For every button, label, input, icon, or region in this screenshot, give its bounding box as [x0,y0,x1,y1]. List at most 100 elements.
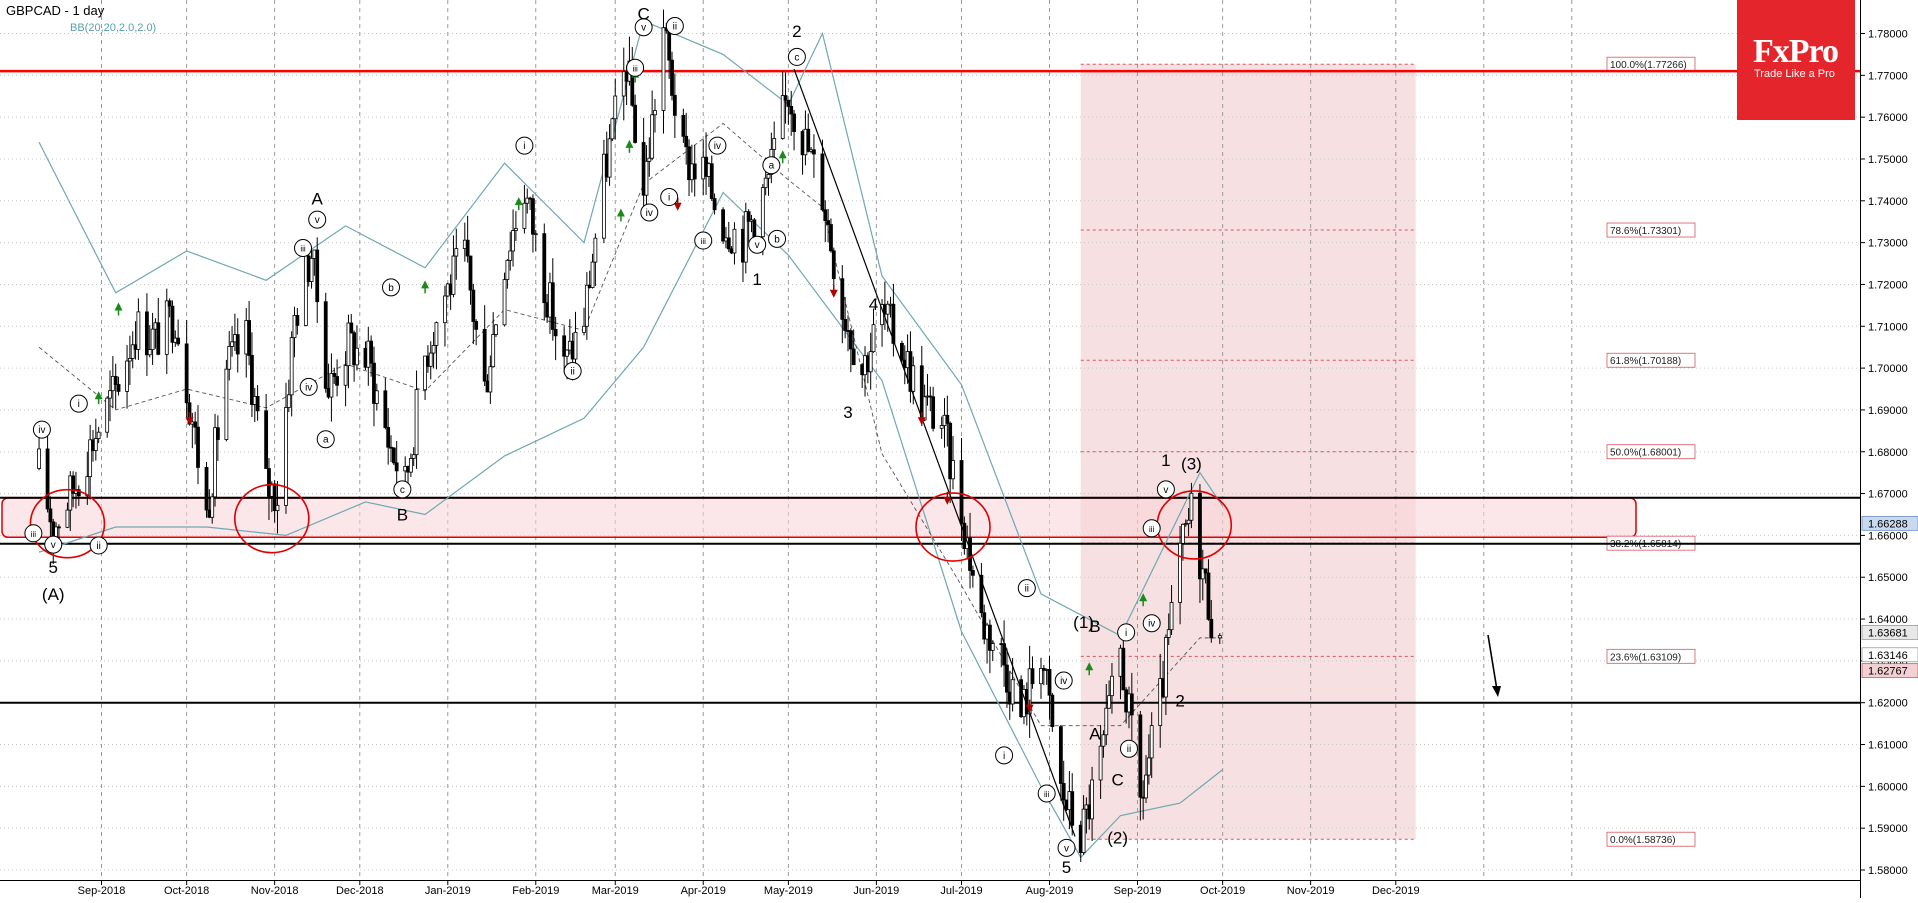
wave-label: iv [714,141,721,152]
candle-body [601,153,606,239]
candle-body [176,337,181,345]
down-arrow-icon [829,289,838,298]
candle-body [553,329,558,337]
wave-label: (3) [1181,454,1202,473]
wave-label: ii [96,541,100,552]
price-tag-label: 1.66288 [1868,518,1908,530]
candle-body [295,315,300,326]
wave-label: v [1064,843,1069,854]
wave-label: i [1125,628,1127,639]
candle-body [468,255,473,291]
fib-label-box [1606,831,1696,847]
candle-body [428,352,433,367]
candle-body [167,300,172,307]
fib-level-label: 78.6%(1.73301) [1610,226,1681,237]
candle-body [1005,664,1009,693]
candle-body [431,345,436,354]
candle-body [193,421,198,428]
candle-body [374,390,379,404]
candle-body [760,187,765,238]
candle-body [454,248,459,257]
candle-body [1129,693,1134,716]
wave-label: (1) [1073,613,1094,632]
candle-body [988,624,992,651]
candle-body [584,284,589,327]
fib-level-label: 0.0%(1.58736) [1610,835,1676,846]
wave-label: ii [1127,744,1131,755]
candle-body [1158,678,1163,726]
candle-body [451,255,456,295]
candle-body [610,118,615,140]
candle-body [726,237,731,250]
price-axis-label: 1.65000 [1868,572,1908,584]
candle-body [1206,572,1211,620]
fib-level-label: 61.8%(1.70188) [1610,356,1681,367]
wave-label-circle [660,188,679,207]
candle-body [108,390,112,399]
candle-body [562,335,567,357]
fib-label-box [1606,648,1696,664]
candle-body [848,330,853,350]
price-axis-label: 1.70000 [1868,363,1908,375]
candle-body [411,454,416,459]
down-arrow-icon [943,496,952,505]
up-arrow-icon [114,302,123,311]
candle-body [684,135,689,148]
candle-body [264,410,269,469]
candle-body [962,522,967,550]
candle-body [613,95,618,120]
candle-body [692,163,697,180]
candle-body [1090,779,1094,820]
candle-body [284,407,288,506]
wave-label-circle [1142,614,1161,633]
candle-body [743,211,748,263]
wave-label-circle [634,18,653,37]
candle-body [423,355,427,391]
up-arrow-icon [1085,662,1094,671]
candle-body [235,334,240,355]
candle-body [349,322,354,334]
candle-body [533,233,538,236]
time-axis-label: Aug-2019 [1026,885,1074,897]
time-axis-label: Jan-2019 [425,885,471,897]
candle-body [1110,675,1114,697]
candle-body [224,368,229,440]
candle-body [250,355,254,405]
candle-body [45,448,50,510]
candle-body [831,250,836,280]
wave-label: 5 [49,558,58,577]
candle-body [332,373,337,377]
fib-level-label: 50.0%(1.68001) [1610,448,1681,459]
price-tag-label: 1.63681 [1868,627,1908,639]
candle-body [1186,519,1191,525]
candle-body [843,318,848,331]
price-axis-label: 1.76000 [1868,112,1908,124]
candle-body [150,328,155,350]
candle-body [1217,635,1222,639]
candle-body [667,30,672,61]
candle-body [939,425,944,429]
wave-label-circle [89,536,108,555]
fib-label-box [1606,352,1696,368]
wave-label-circle [382,278,401,297]
time-axis-label: Mar-2019 [592,885,639,897]
price-axis-label: 1.68000 [1868,447,1908,459]
candle-body [789,105,794,115]
candle-body [840,278,845,320]
time-axis-label: Oct-2019 [1200,885,1245,897]
candle-body [1198,492,1202,580]
candle-body [829,224,833,252]
wave-label: iv [1148,619,1155,630]
candle-body [1149,725,1154,759]
wave-label-circle [1057,838,1076,857]
price-axis-label: 1.78000 [1868,29,1908,41]
up-arrow-icon [94,391,103,400]
candle-body [531,198,535,235]
candle-body [573,331,578,360]
price-axis-label: 1.67000 [1868,489,1908,501]
candle-body [215,427,220,440]
candle-body [871,324,876,353]
wave-label: v [641,23,646,34]
candle-body [491,334,496,368]
projection-arrow [1487,634,1498,691]
